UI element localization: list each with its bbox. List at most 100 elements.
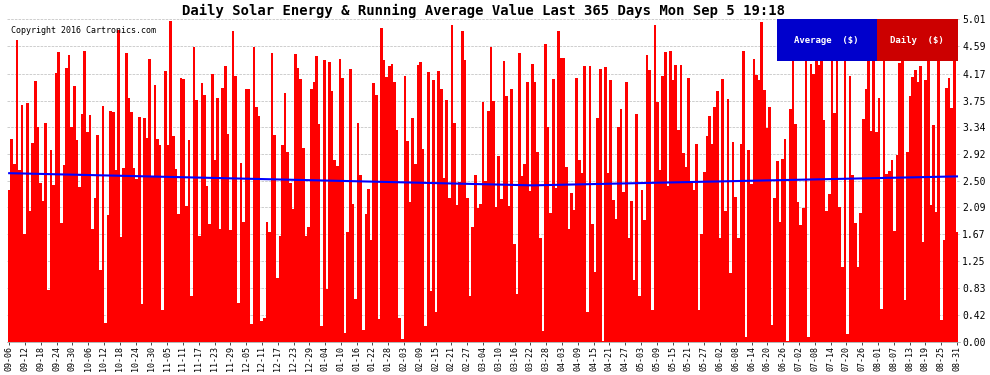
Bar [615,219,617,342]
Bar [398,318,401,342]
Bar [45,123,47,342]
Bar [565,167,567,342]
Bar [318,124,321,342]
Bar [375,95,377,342]
Bar [708,116,711,342]
Bar [302,148,305,342]
Bar [933,125,935,342]
Bar [243,222,245,342]
Bar [935,212,938,342]
Bar [141,304,144,342]
Bar [245,88,248,342]
Bar [273,135,276,342]
Bar [323,60,326,342]
Bar [57,52,60,342]
Bar [289,183,292,342]
Bar [661,76,664,342]
Bar [880,309,883,342]
Bar [891,160,893,342]
Bar [250,324,252,342]
Bar [52,185,54,342]
Bar [594,272,596,342]
Bar [797,202,799,342]
Bar [172,136,174,342]
Bar [831,61,834,342]
Bar [906,152,909,342]
Bar [591,224,594,342]
Bar [742,51,744,342]
Bar [427,72,430,342]
Bar [687,78,690,342]
Bar [588,66,591,342]
Bar [73,86,75,342]
Bar [219,229,222,342]
Bar [534,82,537,342]
Bar [284,93,286,342]
Bar [268,232,271,342]
Bar [86,132,88,342]
Bar [356,123,359,342]
Bar [856,267,859,342]
Bar [227,135,230,342]
Bar [623,192,625,342]
Bar [307,227,310,342]
Bar [158,145,161,342]
Bar [120,237,123,342]
Bar [26,103,29,342]
Bar [955,232,958,342]
FancyBboxPatch shape [776,20,877,62]
Bar [487,111,490,342]
Bar [177,214,180,342]
Bar [153,85,156,342]
Bar [70,127,73,342]
Bar [133,168,136,342]
Bar [425,326,427,342]
Bar [195,100,198,342]
Bar [846,334,848,342]
Bar [546,127,549,342]
Bar [237,303,240,342]
Bar [383,60,385,342]
Bar [511,89,513,342]
Bar [278,236,281,342]
Bar [206,186,208,342]
Bar [674,65,677,342]
Bar [549,213,552,342]
Bar [47,290,50,342]
Bar [750,184,752,342]
Bar [784,139,786,342]
Bar [645,54,648,342]
Bar [870,132,872,342]
Bar [677,130,680,342]
Bar [672,80,674,342]
Bar [479,204,482,342]
Bar [901,56,904,342]
Bar [484,181,487,342]
Bar [151,177,153,342]
Text: Average  ($): Average ($) [794,36,859,45]
Bar [112,112,115,342]
Bar [292,209,294,342]
Bar [883,52,885,342]
Bar [737,238,740,342]
Bar [321,326,323,342]
Bar [898,63,901,342]
Bar [617,127,620,342]
Bar [604,67,607,342]
Bar [344,333,346,342]
Bar [161,310,164,342]
Bar [633,280,636,342]
Bar [727,99,729,342]
Bar [42,201,45,342]
Bar [346,232,348,342]
Bar [271,53,273,342]
Bar [8,190,11,342]
Bar [786,340,789,342]
Bar [203,94,206,342]
Bar [99,270,102,342]
Bar [583,66,586,342]
Bar [125,53,128,342]
Bar [388,66,391,342]
Bar [807,337,810,342]
Bar [570,193,573,342]
